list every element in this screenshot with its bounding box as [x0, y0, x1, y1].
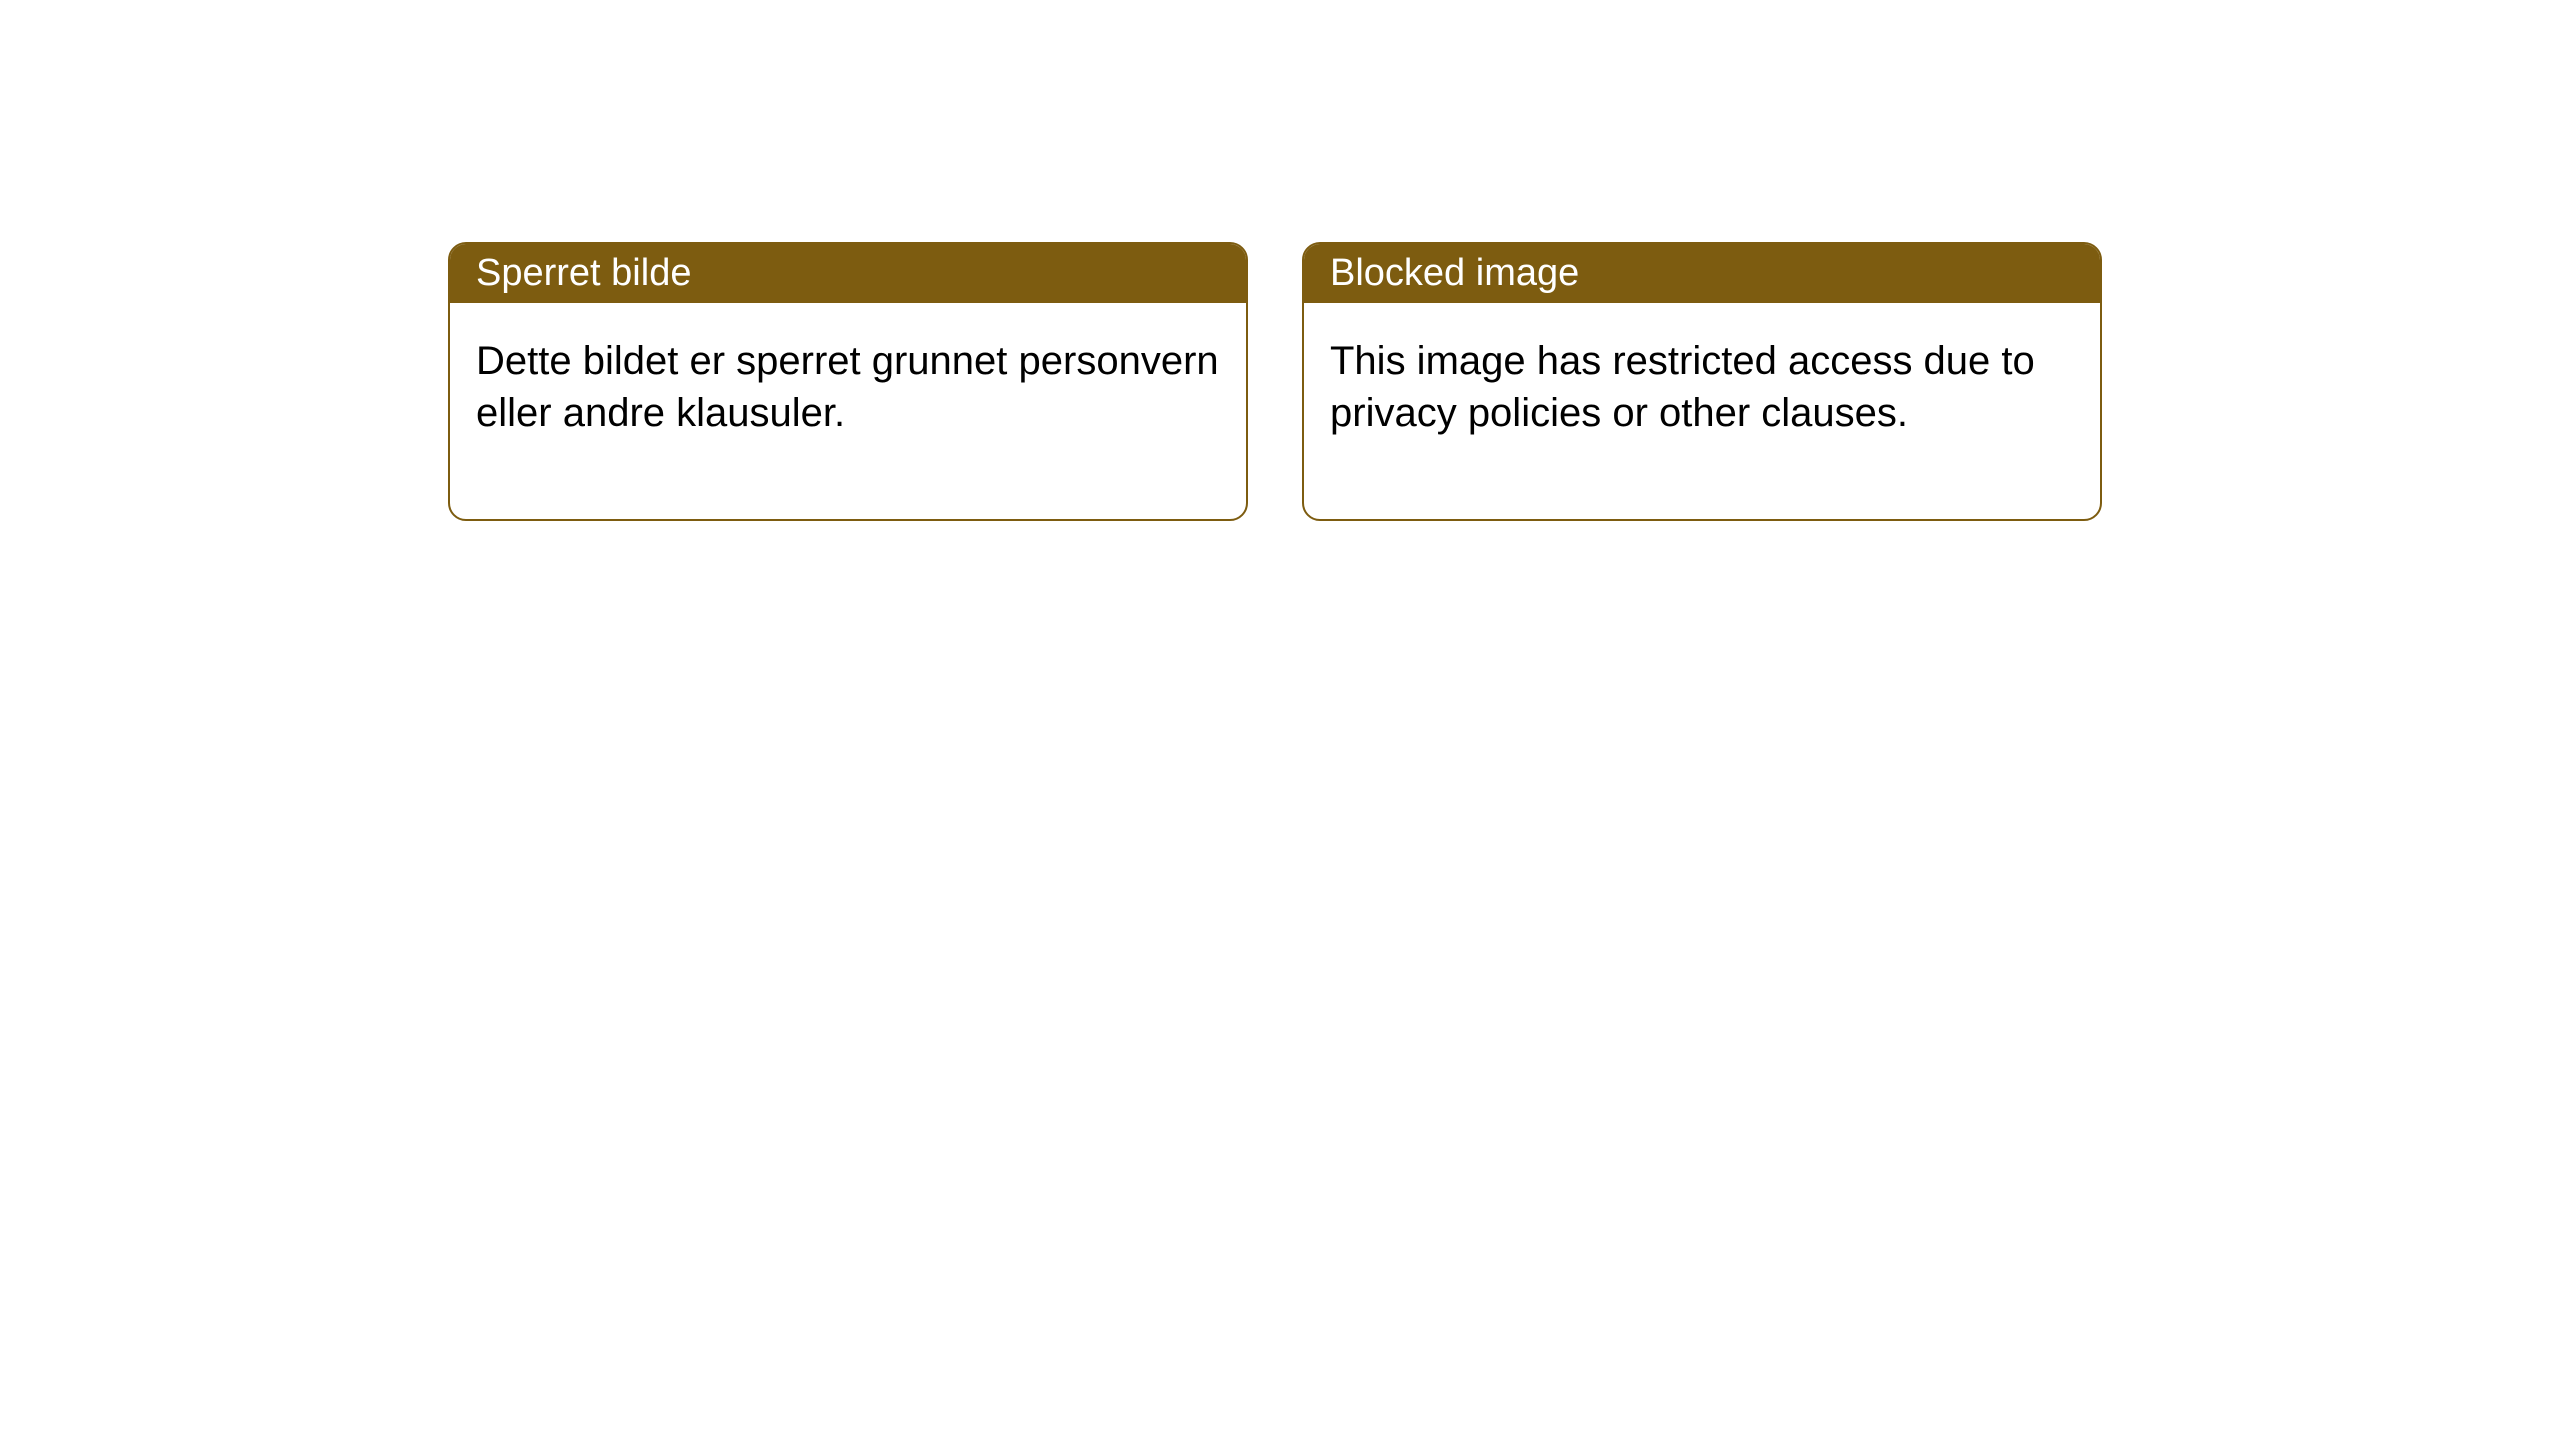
blocked-image-card-norwegian: Sperret bilde Dette bildet er sperret gr…	[448, 242, 1248, 521]
card-body: Dette bildet er sperret grunnet personve…	[450, 303, 1246, 519]
card-title: Sperret bilde	[476, 252, 691, 294]
blocked-image-card-english: Blocked image This image has restricted …	[1302, 242, 2102, 521]
card-header: Sperret bilde	[450, 244, 1246, 303]
card-title: Blocked image	[1330, 252, 1579, 294]
card-message: This image has restricted access due to …	[1330, 339, 2035, 435]
card-header: Blocked image	[1304, 244, 2100, 303]
notice-container: Sperret bilde Dette bildet er sperret gr…	[0, 0, 2560, 521]
card-body: This image has restricted access due to …	[1304, 303, 2100, 519]
card-message: Dette bildet er sperret grunnet personve…	[476, 339, 1219, 435]
